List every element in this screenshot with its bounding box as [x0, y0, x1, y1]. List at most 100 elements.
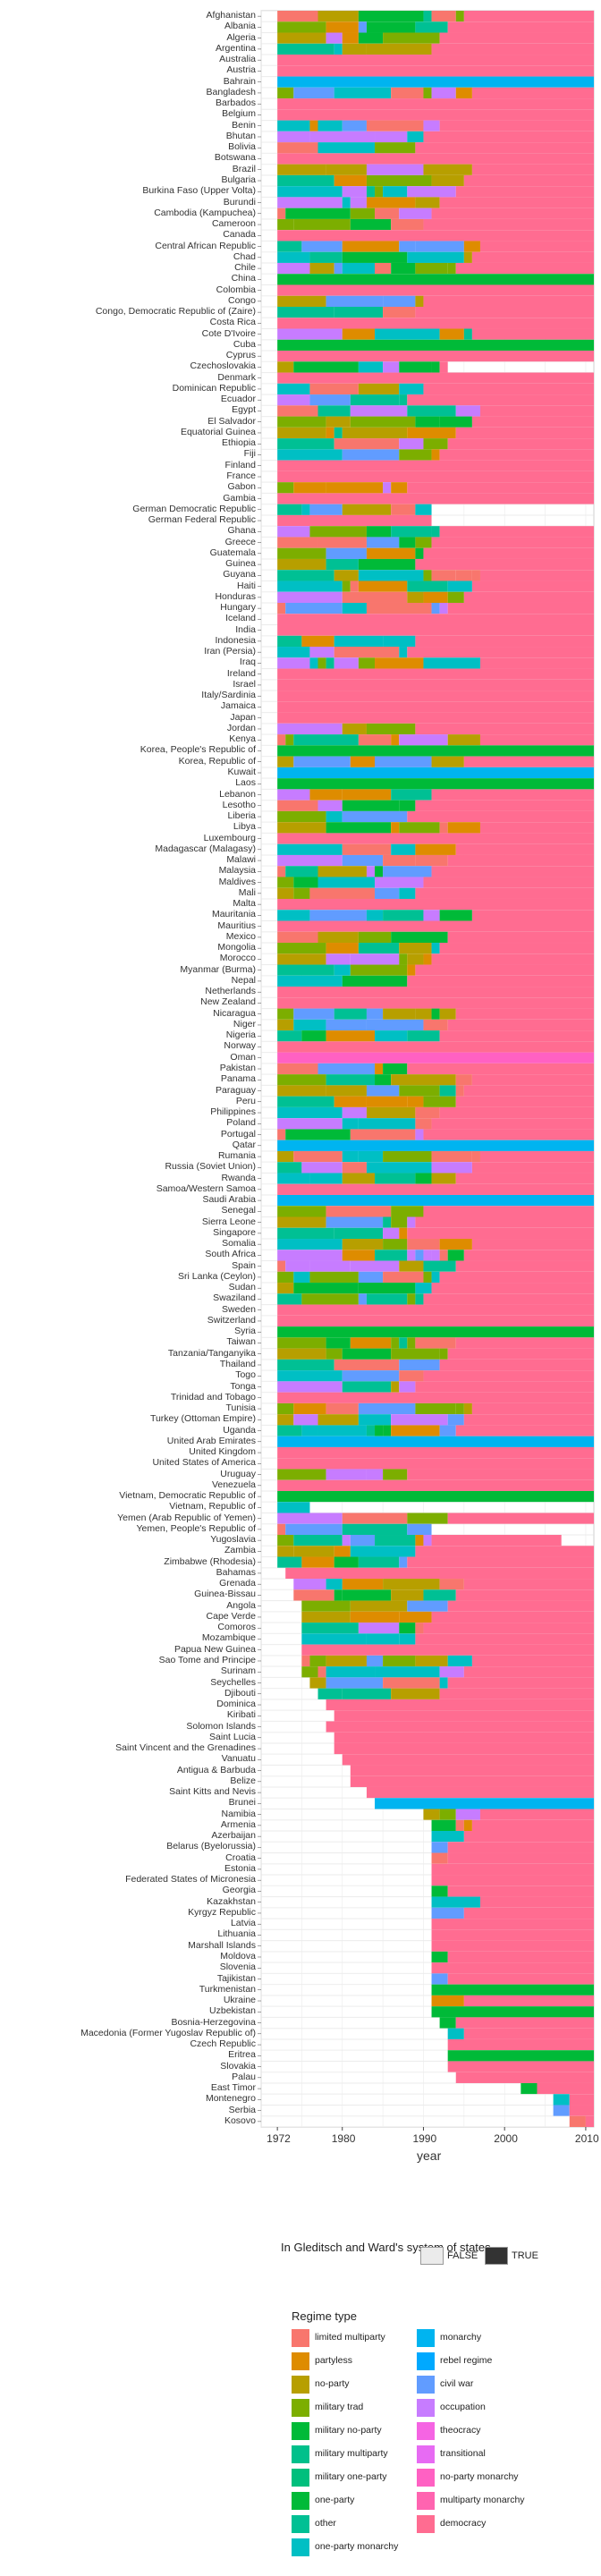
cell-autocracy [415, 1129, 424, 1140]
row-label: China [231, 273, 256, 284]
cell-autocracy [375, 1535, 416, 1546]
cell-democracy [423, 131, 594, 143]
cell-democracy [479, 241, 594, 252]
row-label: Burkina Faso (Upper Volta) [142, 185, 256, 197]
cell-democracy [537, 2082, 594, 2095]
cell-autocracy [366, 43, 432, 55]
cell-autocracy [439, 1809, 456, 1820]
cell-autocracy [399, 361, 432, 373]
cell-democracy [415, 142, 594, 154]
cell-democracy [471, 416, 594, 428]
cell-autocracy [366, 866, 376, 877]
row-label: Chile [234, 262, 256, 274]
legend-regime-key [417, 2399, 435, 2417]
cell-one-party [277, 778, 594, 790]
cell-autocracy [399, 1085, 440, 1097]
cell-autocracy [415, 1008, 432, 1020]
cell-democracy [277, 668, 594, 680]
cell-autocracy [350, 580, 359, 592]
cell-democracy [277, 614, 594, 625]
cell-autocracy [407, 1096, 424, 1107]
cell-autocracy [383, 1271, 424, 1284]
cell-autocracy [439, 1085, 456, 1097]
cell-autocracy [317, 1414, 359, 1426]
cell-autocracy [317, 405, 351, 417]
cell-autocracy [391, 218, 424, 231]
cell-autocracy [342, 1381, 392, 1393]
cell-autocracy [293, 1546, 334, 1557]
cell-autocracy [375, 131, 408, 143]
cell-autocracy [423, 1019, 448, 1031]
cell-democracy [463, 1995, 594, 2007]
cell-autocracy [277, 734, 286, 746]
row-label: Uruguay [220, 1468, 256, 1479]
row-label: Uganda [223, 1424, 256, 1436]
cell-autocracy [358, 734, 392, 746]
cell-autocracy [293, 1402, 326, 1415]
cell-autocracy [342, 810, 408, 823]
row-label: Iceland [225, 613, 256, 624]
legend-regime-label: military trad [315, 2402, 364, 2412]
cell-autocracy [399, 1227, 408, 1240]
cell-autocracy [301, 1600, 351, 1612]
row-label: Bahamas [216, 1566, 256, 1578]
cell-autocracy [358, 580, 408, 592]
cell-autocracy [391, 1337, 400, 1349]
cell-autocracy [391, 931, 448, 944]
cell-autocracy [334, 174, 367, 187]
row-label: Saint Vincent and the Grenadines [115, 1742, 256, 1754]
cell-autocracy [342, 1370, 400, 1382]
cell-autocracy [431, 1831, 464, 1843]
row-label: Korea, People's Republic of [140, 744, 256, 756]
cell-autocracy [439, 416, 472, 428]
cell-autocracy [277, 482, 294, 494]
row-label: Hungary [220, 602, 256, 614]
cell-autocracy [439, 1348, 448, 1360]
cell-democracy [455, 262, 594, 275]
cell-autocracy [301, 1425, 318, 1436]
row-label: Ethiopia [222, 437, 256, 449]
row-label: Ukraine [223, 1995, 256, 2006]
row-label: Switzerland [207, 1314, 256, 1326]
legend-regime-key [292, 2538, 309, 2556]
cell-autocracy [285, 1523, 343, 1536]
cell-autocracy [317, 1688, 343, 1699]
cell-autocracy [399, 537, 416, 548]
cell-autocracy [415, 241, 464, 252]
cell-democracy [439, 1688, 594, 1699]
cell-autocracy [366, 1085, 400, 1097]
cell-autocracy [277, 866, 286, 877]
legend-regime-key [292, 2352, 309, 2370]
cell-autocracy [326, 657, 334, 669]
row-label: Tajikistan [216, 1972, 256, 1984]
cell-autocracy [391, 822, 400, 834]
legend-regime-key [417, 2469, 435, 2487]
cell-autocracy [423, 570, 432, 581]
legend-regime-key [292, 2445, 309, 2463]
cell-autocracy [334, 1359, 400, 1371]
cell-autocracy [471, 1150, 480, 1163]
row-label: Rwanda [221, 1172, 256, 1183]
cell-autocracy [415, 547, 424, 559]
cell-autocracy [309, 120, 318, 131]
cell-autocracy [277, 570, 334, 581]
cell-autocracy [375, 1425, 384, 1436]
cell-democracy [479, 657, 594, 669]
row-label: Mexico [225, 930, 256, 942]
cell-democracy [585, 2115, 594, 2127]
cell-autocracy [399, 647, 408, 658]
cell-democracy [277, 1446, 594, 1459]
cell-autocracy [277, 964, 334, 976]
cell-autocracy [326, 1469, 367, 1480]
cell-autocracy [383, 32, 440, 44]
cell-autocracy [277, 800, 318, 811]
cell-autocracy [391, 1589, 424, 1601]
x-tick-label: 1972 [267, 2132, 291, 2145]
row-label: Zimbabwe (Rhodesia) [164, 1555, 256, 1567]
cell-autocracy [277, 251, 310, 263]
cell-autocracy [342, 1250, 376, 1261]
cell-democracy [407, 1227, 594, 1240]
cell-autocracy [383, 1239, 408, 1250]
cell-autocracy [415, 1173, 432, 1184]
cell-autocracy [375, 887, 400, 899]
